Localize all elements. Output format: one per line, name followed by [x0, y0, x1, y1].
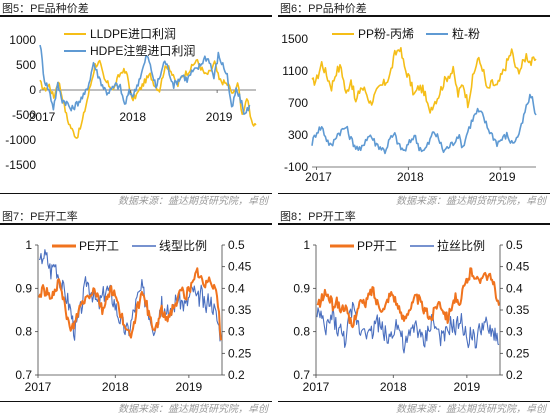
y-left-tick-label: 0.8 — [293, 325, 310, 339]
y-right-tick-label: 0.3 — [506, 325, 523, 339]
legend-label: PP粉-丙烯 — [358, 27, 414, 41]
y-right-tick-label: 0.5 — [228, 238, 245, 252]
legend-label: 拉丝比例 — [437, 238, 485, 253]
x-tick-label: 2017 — [25, 380, 52, 394]
y-right-tick-label: 0.45 — [506, 260, 530, 274]
series-line-1 — [38, 249, 222, 342]
x-tick-label: 2017 — [305, 170, 332, 184]
legend-label: LLDPE进口利润 — [90, 27, 176, 41]
y-tick-label: -1000 — [5, 133, 36, 147]
y-left-tick-label: 0.8 — [15, 325, 32, 339]
panel-pe-operating-rate: 图7：PE开工率 1 0.9 0.8 0.7 0.5 0.45 0.4 0.35 0.3 0.25… — [0, 208, 272, 415]
y-right-tick-label: 0.25 — [228, 346, 252, 360]
x-tick-label: 2018 — [102, 380, 129, 394]
pe-operating-rate-chart: 1 0.9 0.8 0.7 0.5 0.45 0.4 0.35 0.3 0.25 0.2 2017 20… — [15, 238, 252, 394]
pp-operating-rate-chart: 1 0.9 0.8 0.7 0.5 0.45 0.4 0.35 0.3 0.25 0.2 2017 20… — [293, 238, 530, 394]
legend-label: PE开工 — [79, 239, 119, 253]
figure-caption: 图8：PP开工率 — [280, 211, 356, 223]
source-note: 数据来源：盛达期货研究院，卓创 — [118, 196, 268, 207]
caption-rule — [278, 223, 550, 225]
y-left-tick-label: 0.7 — [15, 368, 32, 382]
y-tick-label: -100 — [284, 160, 308, 174]
y-right-tick-label: 0.45 — [228, 260, 252, 274]
y-right-tick-label: 0.25 — [506, 346, 530, 360]
y-tick-label: 300 — [288, 128, 308, 142]
y-right-tick-label: 0.4 — [506, 281, 523, 295]
panel-pp-operating-rate: 图8：PP开工率 1 0.9 0.8 0.7 0.5 0.45 0.4 0.35 0.3 0.25… — [278, 208, 550, 415]
x-tick-label: 2019 — [206, 110, 233, 124]
figure-caption: 图7：PE开工率 — [2, 211, 78, 223]
x-tick-label: 2018 — [119, 110, 146, 124]
y-tick-label: -1500 — [5, 158, 36, 172]
caption-rule — [278, 15, 550, 17]
caption-rule — [0, 15, 272, 17]
y-right-tick-label: 0.2 — [228, 368, 245, 382]
x-tick-label: 2018 — [397, 170, 424, 184]
y-left-tick-label: 0.9 — [15, 281, 32, 295]
source-rule — [278, 401, 550, 402]
y-tick-label: 1000 — [9, 33, 36, 47]
y-left-tick-label: 0.9 — [293, 281, 310, 295]
x-tick-label: 2019 — [489, 170, 516, 184]
y-tick-label: 0 — [29, 83, 36, 97]
series-line-0 — [38, 267, 222, 341]
x-tick-label: 2019 — [454, 380, 481, 394]
series-line-0 — [311, 47, 537, 114]
y-right-tick-label: 0.2 — [506, 368, 523, 382]
legend-label: 粒-粉 — [452, 26, 480, 41]
caption-rule — [0, 223, 272, 225]
y-left-tick-label: 1 — [25, 238, 32, 252]
x-tick-label: 2017 — [29, 110, 56, 124]
series-line-1 — [311, 93, 537, 155]
x-tick-label: 2017 — [303, 380, 330, 394]
y-tick-label: -500 — [12, 108, 36, 122]
series-line-1 — [316, 301, 500, 354]
y-left-tick-label: 0.7 — [293, 368, 310, 382]
pe-spread-chart: 1000 500 0 -500 -1000 -1500 2017 2018 2019 LLDPE进… — [5, 27, 257, 172]
series-line-0 — [316, 267, 500, 329]
y-tick-label: 500 — [16, 58, 36, 72]
source-note: 数据来源：盛达期货研究院，卓创 — [396, 196, 546, 207]
source-note: 数据来源：盛达期货研究院，卓创 — [396, 404, 546, 415]
x-tick-label: 2018 — [380, 380, 407, 394]
y-right-tick-label: 0.3 — [228, 325, 245, 339]
source-rule — [0, 401, 272, 402]
series-line-1 — [39, 44, 251, 115]
source-note: 数据来源：盛达期货研究院，卓创 — [118, 404, 268, 415]
x-tick-label: 2019 — [176, 380, 203, 394]
y-right-tick-label: 0.35 — [228, 303, 252, 317]
y-right-tick-label: 0.5 — [506, 238, 523, 252]
legend-label: HDPE注塑进口利润 — [90, 43, 195, 58]
y-left-tick-label: 1 — [303, 238, 310, 252]
panel-pp-spread: 图6：PP品种价差 1500 1100 700 300 -100 2017 2018 2019… — [278, 0, 550, 207]
panel-pe-spread: 图5：PE品种价差 1000 500 0 -500 -1000 -1500 2017 2018… — [0, 0, 272, 207]
y-right-tick-label: 0.4 — [228, 281, 245, 295]
source-rule — [0, 193, 272, 194]
legend-label: 线型比例 — [159, 239, 207, 253]
y-tick-label: 700 — [288, 96, 308, 110]
y-tick-label: 1500 — [281, 32, 308, 46]
y-tick-label: 1100 — [282, 64, 308, 78]
figure-caption: 图5：PE品种价差 — [2, 3, 89, 15]
source-rule — [278, 193, 550, 194]
legend-label: PP开工 — [357, 239, 397, 253]
y-right-tick-label: 0.35 — [506, 303, 530, 317]
series-line-0 — [39, 58, 257, 139]
figure-caption: 图6：PP品种价差 — [280, 3, 367, 15]
